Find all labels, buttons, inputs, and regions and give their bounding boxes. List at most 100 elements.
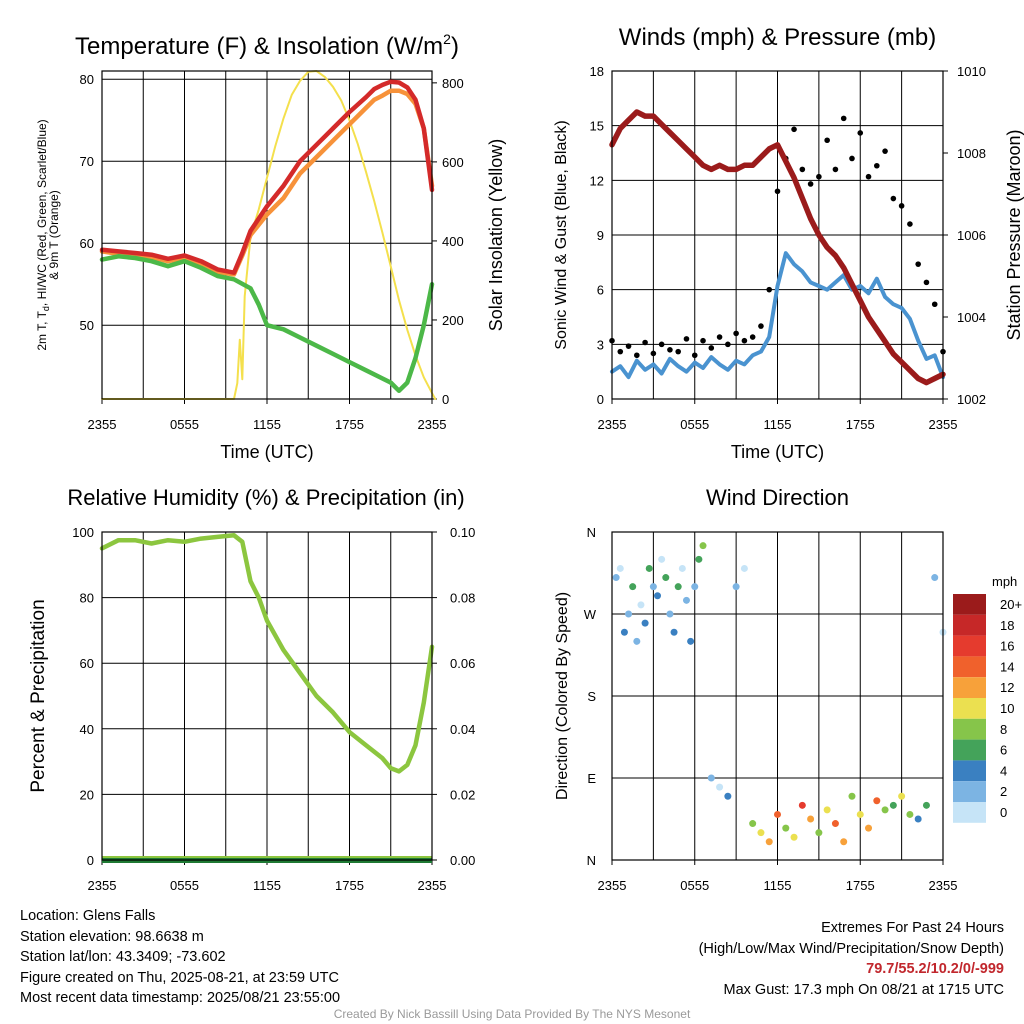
wind-xtick-label: 1155 (764, 417, 792, 432)
rh-ytick-label: 60 (80, 656, 94, 671)
temp-ytick-right-label: 400 (442, 234, 464, 249)
wind-ytick-label: 3 (597, 337, 604, 352)
temp-ytick-label: 70 (80, 154, 94, 169)
dir-point (716, 783, 724, 791)
legend-label: 2 (1000, 784, 1007, 799)
rh-ytick-right-label: 0.08 (450, 591, 475, 606)
temp-ytick-right-label: 200 (442, 313, 464, 328)
dir-point (699, 542, 707, 550)
dir-point (649, 583, 657, 591)
credit-line: Created By Nick Bassill Using Data Provi… (333, 1007, 691, 1021)
legend-label: 16 (1000, 639, 1014, 654)
wind-gust-point (807, 181, 814, 187)
wind-gust-point (931, 301, 938, 308)
wind-gust-point (725, 341, 731, 348)
wind-gust-point (691, 352, 698, 359)
dir-point (856, 810, 864, 818)
rh-ytick-right-label: 0.00 (450, 853, 475, 868)
wind-gust-point (708, 345, 715, 351)
wind-ytick-right-label: 1004 (957, 310, 986, 325)
wind-gust-point (898, 203, 905, 209)
humidity-line (99, 533, 435, 774)
legend-swatch (953, 718, 986, 740)
wind-ylabel-right: Station Pressure (Maroon) (1004, 129, 1024, 340)
wind-ytick-right-label: 1008 (957, 146, 986, 161)
legend-label: 4 (1000, 763, 1007, 778)
station-latlon: Station lat/lon: 43.3409; -73.602 (20, 949, 226, 965)
legend-swatch (953, 739, 986, 761)
dir-point (757, 829, 765, 837)
wind-gust-point (874, 162, 880, 169)
wind-ytick-label: 0 (597, 392, 604, 407)
wind-xtick-label: 0555 (680, 417, 709, 432)
temp-series-0 (101, 70, 437, 400)
station-elevation: Station elevation: 98.6638 m (20, 928, 204, 945)
dir-xtick-label: 1755 (846, 878, 875, 893)
wind-gust-point (700, 337, 706, 344)
wind-gust-point (832, 166, 839, 173)
wind-gust-point (791, 126, 797, 133)
legend-label: 8 (1000, 722, 1007, 737)
legend-swatch (953, 698, 986, 719)
wind-ytick-label: 9 (597, 228, 604, 243)
legend-swatch (953, 802, 986, 823)
wind-gust-point (741, 337, 748, 344)
dir-point (616, 564, 624, 572)
legend-label: 0 (1000, 805, 1007, 820)
wind-xtick-label: 2355 (929, 417, 958, 432)
wind-ytick-label: 18 (590, 64, 604, 79)
extremes-legend: (High/Low/Max Wind/Precipitation/Snow De… (698, 940, 1004, 957)
wind-gust-point (923, 279, 930, 286)
wind-gust-point (758, 323, 764, 329)
dir-point (670, 628, 678, 636)
dir-point (848, 792, 856, 800)
legend-swatch (953, 635, 986, 657)
wind-xtick-label: 2355 (598, 417, 627, 432)
wind-plot-border (611, 70, 944, 400)
dir-ytick-label: W (584, 607, 597, 622)
rh-ytick-right-label: 0.10 (450, 525, 475, 540)
wind-gust-point (816, 173, 822, 180)
wind-title: Winds (mph) & Pressure (mb) (619, 24, 936, 51)
wind-panel: 2355 0555 1155 1755 2355 0 3 6 9 12 15 18 1002 1004 10… (553, 24, 1024, 462)
dir-point (633, 637, 641, 645)
temp-xtick-label: 1155 (253, 417, 281, 432)
wind-gust-point (650, 350, 657, 357)
dir-point (931, 574, 939, 582)
wind-speed-line (610, 251, 945, 380)
dir-ylabel: Direction (Colored By Speed) (554, 592, 571, 800)
wind-xtick-label: 1755 (846, 417, 875, 432)
dir-point (691, 583, 699, 591)
rh-xtick-label: 0555 (170, 878, 199, 893)
legend-swatch (953, 614, 986, 636)
temp-title: Temperature (F) & Insolation (W/m2) (75, 31, 459, 60)
wind-gust-point (774, 188, 781, 195)
dir-point (906, 810, 914, 818)
temp-series-2 (99, 79, 435, 275)
wind-gust-point (907, 221, 913, 227)
dir-xtick-label: 0555 (680, 878, 709, 893)
dir-point (914, 815, 922, 823)
extremes-values: 79.7/55.2/10.2/0/-999 (866, 961, 1004, 977)
legend-label: 12 (1000, 680, 1014, 695)
extremes-info: Extremes For Past 24 Hours (High/Low/Max… (699, 918, 1004, 1000)
dir-point (898, 792, 906, 800)
rh-ytick-label: 20 (80, 787, 94, 802)
dir-point (658, 555, 666, 563)
rh-ytick-label: 40 (80, 722, 94, 737)
dir-point (881, 806, 889, 814)
temp-panel: 2355 0555 1155 1755 235550607080020040060080… (35, 31, 506, 462)
rh-plot-border (101, 531, 433, 861)
dir-point (625, 610, 633, 618)
legend-label: 14 (1000, 659, 1014, 674)
pressure-line (609, 109, 946, 386)
wind-gust-point (634, 352, 640, 359)
temp-ytick-right-label: 0 (442, 392, 449, 407)
extremes-heading: Extremes For Past 24 Hours (821, 920, 1004, 936)
wind-gust-point (766, 286, 773, 293)
wind-gust-point (617, 348, 624, 355)
temp-series-3 (99, 254, 435, 394)
dir-point (823, 806, 831, 814)
rh-ytick-label: 80 (80, 591, 94, 606)
